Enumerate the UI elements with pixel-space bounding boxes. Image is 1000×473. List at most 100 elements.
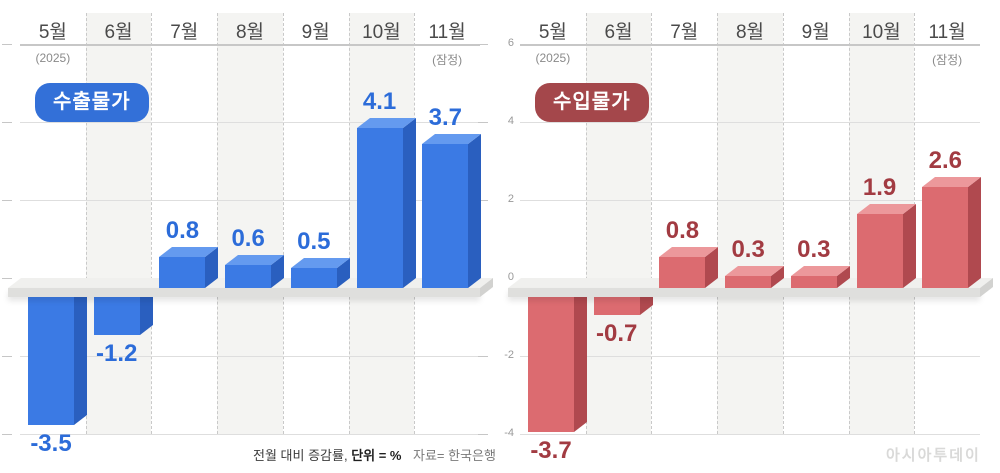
column-divider xyxy=(585,13,587,434)
y-axis-tick xyxy=(2,356,12,357)
bar-10월-side xyxy=(902,203,916,288)
month-label: 11월 xyxy=(428,22,466,43)
unit-note-bold: 단위 = % xyxy=(351,448,402,463)
year-note: (2025) xyxy=(35,51,71,65)
value-label: 0.3 xyxy=(731,236,765,263)
y-axis-label: -4 xyxy=(504,427,514,439)
bar-9월-front xyxy=(290,268,337,288)
gridline xyxy=(520,44,980,46)
bar-5월-side xyxy=(574,277,587,432)
column-divider xyxy=(782,13,784,434)
bar-5월-front xyxy=(528,288,574,432)
y-axis-label: 6 xyxy=(507,37,514,49)
bar-7월-front xyxy=(159,257,206,288)
bar-11월-side xyxy=(468,133,482,288)
y-axis-tick xyxy=(478,356,488,357)
publisher-watermark: 아시아투데이 xyxy=(886,447,981,464)
y-axis-tick xyxy=(478,200,488,201)
gridline xyxy=(20,44,480,46)
y-axis-tick xyxy=(2,44,12,45)
import-price-chart: 수입물가 6 4 2 0 -2 -4 5월 6월 7월 8월 9월 10월 11월 (2025) (잠정) -… xyxy=(478,0,1000,473)
value-label: 2.6 xyxy=(928,147,962,174)
provisional-note: (잠정) xyxy=(432,53,463,67)
zero-floor-front xyxy=(8,288,480,297)
y-axis-tick xyxy=(2,434,12,435)
export-price-chart: 수출물가 5월 6월 7월 8월 9월 10월 11월 (2025) (잠정) -3.5 -1.2 0… xyxy=(2,13,493,457)
month-label: 8월 xyxy=(735,22,765,43)
bar-11월-front xyxy=(422,144,469,288)
data-source-credit: 자료= 한국은행 xyxy=(413,448,496,463)
y-axis-label: 4 xyxy=(507,115,514,127)
y-axis-tick xyxy=(478,434,488,435)
month-label: 8월 xyxy=(235,22,265,43)
month-label: 9월 xyxy=(801,22,830,43)
bar-10월-front xyxy=(856,214,903,288)
y-axis-tick xyxy=(478,122,488,123)
bar-8월-front xyxy=(225,265,272,288)
value-label: -1.2 xyxy=(96,340,138,367)
bar-7월-front xyxy=(659,257,706,288)
gridline xyxy=(520,356,980,357)
column-divider xyxy=(348,13,350,434)
y-axis-label: 0 xyxy=(507,271,514,283)
y-axis-tick xyxy=(2,200,12,201)
month-label: 9월 xyxy=(301,22,330,43)
column-divider xyxy=(282,13,284,434)
month-label: 11월 xyxy=(928,22,966,43)
value-label: -3.7 xyxy=(530,437,572,464)
gridline xyxy=(20,200,480,201)
y-axis-tick xyxy=(2,278,12,279)
value-label: 0.3 xyxy=(797,236,831,263)
bar-5월-front xyxy=(28,288,74,425)
month-label: 10월 xyxy=(362,22,401,43)
import-chart-badge: 수입물가 xyxy=(535,83,649,122)
column-divider xyxy=(651,13,653,434)
chart-unit-note: 전월 대비 증감률, 단위 = % xyxy=(253,445,401,464)
month-label: 6월 xyxy=(604,22,633,43)
gridline xyxy=(520,122,980,123)
month-label: 5월 xyxy=(538,22,567,43)
value-label: 3.7 xyxy=(428,104,462,131)
y-axis-tick xyxy=(478,44,488,45)
month-label: 6월 xyxy=(104,22,133,43)
value-label: -3.5 xyxy=(30,430,72,457)
y-axis-tick xyxy=(2,122,12,123)
gridline xyxy=(520,200,980,201)
year-note: (2025) xyxy=(535,51,571,65)
gridline xyxy=(20,122,480,123)
provisional-note: (잠정) xyxy=(932,53,963,67)
value-label: 4.1 xyxy=(362,88,397,115)
bar-11월-front xyxy=(922,187,969,288)
value-label: 0.6 xyxy=(231,225,265,252)
column-stripe xyxy=(717,13,783,434)
column-divider xyxy=(217,13,219,434)
export-chart-badge: 수출물가 xyxy=(35,83,149,122)
unit-note-regular: 전월 대비 증감률, xyxy=(253,448,348,463)
gridline xyxy=(20,434,480,435)
gridline xyxy=(20,356,480,357)
month-label: 5월 xyxy=(38,22,67,43)
zero-floor-front xyxy=(508,288,980,297)
y-axis-label: 2 xyxy=(507,193,514,205)
column-divider xyxy=(717,13,719,434)
column-divider xyxy=(848,13,850,434)
bar-8월-front xyxy=(725,276,772,288)
value-label: 0.8 xyxy=(165,217,200,244)
value-label: -0.7 xyxy=(596,320,638,347)
column-stripe xyxy=(217,13,283,434)
value-label: 1.9 xyxy=(862,174,897,201)
gridline xyxy=(520,434,980,435)
month-label: 10월 xyxy=(862,22,901,43)
column-divider xyxy=(85,13,87,434)
y-axis-label: -2 xyxy=(504,349,514,361)
bar-10월-front xyxy=(356,128,403,288)
bar-10월-side xyxy=(402,117,416,289)
month-label: 7월 xyxy=(670,22,699,43)
value-label: 0.5 xyxy=(297,228,331,255)
column-divider xyxy=(151,13,153,434)
month-label: 7월 xyxy=(170,22,199,43)
bar-11월-side xyxy=(968,176,982,288)
bar-9월-front xyxy=(790,276,837,288)
value-label: 0.8 xyxy=(665,217,700,244)
